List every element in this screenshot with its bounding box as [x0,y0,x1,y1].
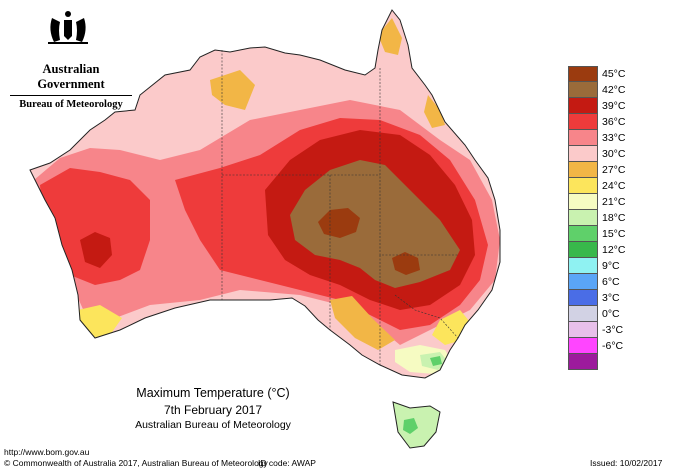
legend-swatch [568,130,598,146]
region-27c-east-coast [424,95,445,128]
legend-label: 0°C [602,308,620,320]
temperature-legend: 45°C 42°C 39°C 36°C 33°C 30°C 27°C 24°C 21°C 18°C… [568,66,638,370]
region-15c-alps [430,356,442,366]
map-issuer: Australian Bureau of Meteorology [135,419,291,431]
legend-label: 21°C [602,196,626,208]
legend-row: 33°C [568,130,638,146]
region-45c-south [392,252,420,275]
footer-id-code: ID code: AWAP [258,458,316,468]
legend-row: 39°C [568,98,638,114]
region-27c-nw-coast [210,70,255,110]
legend-label: 33°C [602,132,626,144]
legend-label: 24°C [602,180,626,192]
legend-swatch [568,146,598,162]
region-39c-west-core [80,232,112,268]
legend-label: -3°C [602,324,624,336]
legend-swatch [568,258,598,274]
footer-issued: Issued: 10/02/2017 [590,458,663,468]
legend-label: -6°C [602,340,624,352]
legend-label: 27°C [602,164,626,176]
legend-swatch [568,82,598,98]
legend-row: 30°C [568,146,638,162]
legend-row [568,354,638,370]
legend-label: 6°C [602,276,620,288]
legend-row: 9°C [568,258,638,274]
legend-swatch [568,226,598,242]
legend-row: -6°C [568,338,638,354]
legend-row: 21°C [568,194,638,210]
legend-label: 12°C [602,244,626,256]
legend-swatch [568,66,598,82]
tasmania [392,401,441,449]
legend-swatch [568,354,598,370]
legend-swatch [568,194,598,210]
legend-row: 3°C [568,290,638,306]
legend-swatch [568,338,598,354]
legend-swatch [568,210,598,226]
legend-label: 15°C [602,228,626,240]
map-title: Maximum Temperature (°C) [136,386,290,400]
government-name: Australian Government [37,62,105,91]
region-45c [318,208,360,238]
legend-row: 36°C [568,114,638,130]
footer-copyright: © Commonwealth of Australia 2017, Austra… [4,458,268,468]
legend-swatch [568,98,598,114]
legend-row: 18°C [568,210,638,226]
map-caption: Maximum Temperature (°C) 7th February 20… [128,386,298,431]
legend-row: 15°C [568,226,638,242]
legend-row: 42°C [568,82,638,98]
legend-swatch [568,274,598,290]
region-24c-sw [78,305,122,338]
legend-row: 45°C [568,66,638,82]
legend-swatch [568,178,598,194]
map-date: 7th February 2017 [163,403,263,417]
legend-label: 30°C [602,148,626,160]
legend-row: 6°C [568,274,638,290]
legend-swatch [568,290,598,306]
legend-label: 18°C [602,212,626,224]
region-27c-cape-york [378,18,402,55]
legend-row: -3°C [568,322,638,338]
legend-label: 9°C [602,260,620,272]
legend-swatch [568,322,598,338]
coat-of-arms-icon [48,11,88,44]
footer-url[interactable]: http://www.bom.gov.au [4,447,90,457]
legend-label: 42°C [602,84,626,96]
coastline [29,9,501,379]
legend-label: 45°C [602,68,626,80]
legend-label: 39°C [602,100,626,112]
legend-row: 0°C [568,306,638,322]
legend-row: 27°C [568,162,638,178]
legend-swatch [568,162,598,178]
legend-row: 12°C [568,242,638,258]
region-42c [290,160,460,288]
legend-row: 24°C [568,178,638,194]
legend-swatch [568,306,598,322]
region-27c-south [330,296,395,350]
legend-label: 3°C [602,292,620,304]
australia-mainland [30,10,500,378]
legend-label: 36°C [602,116,626,128]
region-36c-west [40,168,150,285]
legend-swatch [568,242,598,258]
bureau-name: Bureau of Meteorology [19,99,123,110]
state-borders [221,50,459,365]
legend-swatch [568,114,598,130]
